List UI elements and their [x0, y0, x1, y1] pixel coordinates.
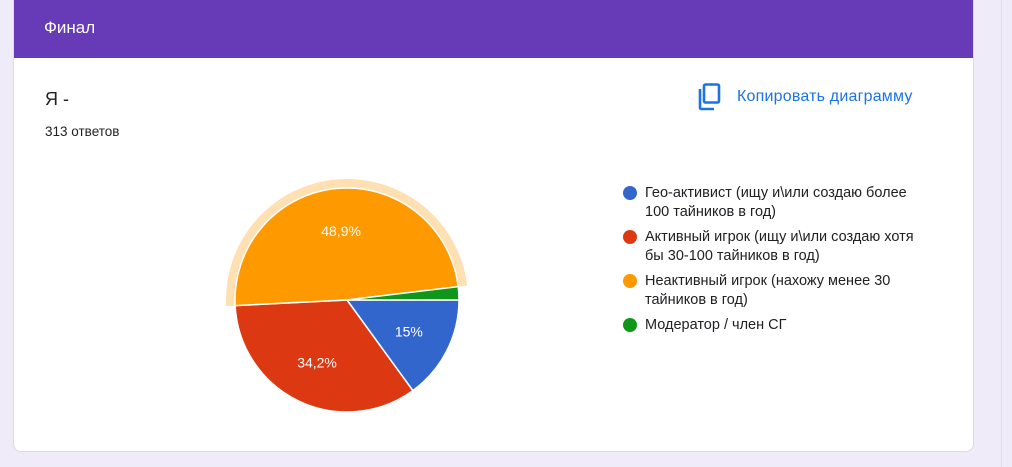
- slice-label-0: 15%: [395, 324, 423, 340]
- legend-dot: [623, 318, 637, 332]
- copy-icon: [698, 83, 721, 111]
- section-header: Финал: [14, 0, 973, 58]
- question-card: Финал Я - 313 ответов Копировать диаграм…: [13, 0, 974, 452]
- copy-chart-button[interactable]: Копировать диаграмму: [697, 80, 913, 114]
- legend-label: Неактивный игрок (нахожу менее 30 тайник…: [645, 273, 891, 308]
- slice-label-1: 34,2%: [297, 355, 337, 371]
- legend-item[interactable]: Гео-активист (ищу и\или создаю более 100…: [623, 184, 943, 222]
- slice-label-2: 48,9%: [321, 223, 361, 239]
- legend-dot: [623, 186, 637, 200]
- legend-item[interactable]: Модератор / член СГ: [623, 316, 943, 335]
- pie-slice-0[interactable]: [345, 299, 460, 392]
- legend-label: Модератор / член СГ: [645, 317, 787, 333]
- question-title: Я -: [45, 89, 69, 109]
- section-title: Финал: [44, 18, 96, 37]
- response-count: 313 ответов: [45, 124, 120, 139]
- copy-chart-label: Копировать диаграмму: [737, 88, 913, 105]
- legend-item[interactable]: Активный игрок (ищу и\или создаю хотя бы…: [623, 228, 943, 266]
- pie-slice-3[interactable]: [346, 285, 460, 301]
- legend-dot: [623, 230, 637, 244]
- chart-legend: Гео-активист (ищу и\или создаю более 100…: [623, 184, 943, 341]
- page-edge: [1001, 0, 1002, 467]
- legend-dot: [623, 274, 637, 288]
- legend-label: Активный игрок (ищу и\или создаю хотя бы…: [645, 229, 914, 264]
- legend-item[interactable]: Неактивный игрок (нахожу менее 30 тайник…: [623, 272, 943, 310]
- pie-slice-1[interactable]: [234, 299, 414, 413]
- pie-chart: 15% 34,2% 48,9%: [226, 179, 468, 413]
- pie-slice-2[interactable]: [234, 187, 460, 307]
- legend-label: Гео-активист (ищу и\или создаю более 100…: [645, 185, 907, 220]
